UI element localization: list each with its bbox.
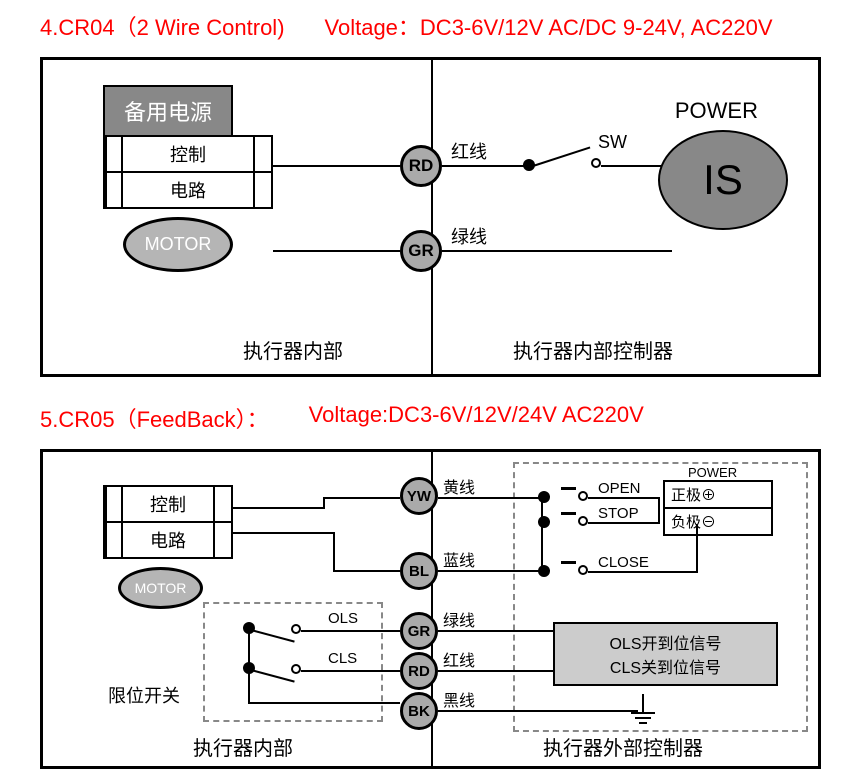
btn-stop-label: STOP — [598, 505, 639, 522]
ground-icon — [631, 694, 655, 724]
caption-left: 执行器内部 — [243, 335, 343, 364]
button-bar — [561, 561, 576, 564]
title-cr04: 4.CR04（2 Wire Control) — [40, 10, 285, 42]
caption-right: 执行器内部控制器 — [513, 335, 673, 364]
title-cr05: 5.CR05（FeedBack）： — [40, 402, 269, 434]
button-bar — [561, 487, 576, 490]
wire — [301, 670, 400, 672]
wire — [233, 507, 325, 509]
wire-label-red: 红线 — [451, 138, 487, 164]
btn-close-label: CLOSE — [598, 554, 649, 571]
caption-left: 执行器内部 — [193, 732, 293, 761]
wire — [333, 570, 400, 572]
motor-icon: MOTOR — [118, 567, 203, 609]
switch-contact — [591, 158, 601, 168]
wire-label-blue: 蓝线 — [443, 547, 475, 571]
sw-label: SW — [598, 132, 627, 153]
power-title: POWER — [688, 465, 737, 480]
terminal-yw: YW — [400, 477, 438, 515]
wire — [658, 497, 660, 524]
ctrl-label-2: 电路 — [123, 523, 213, 557]
limit-switch-label: 限位开关 — [108, 682, 180, 708]
ctrl-label-1: 控制 — [123, 137, 253, 171]
terminal-rd: RD — [400, 145, 442, 187]
switch-contact — [291, 664, 301, 674]
wire — [273, 250, 400, 252]
backup-power-box: 备用电源 — [103, 85, 233, 137]
voltage-cr05: Voltage:DC3-6V/12V/24V AC220V — [309, 402, 644, 434]
terminal-bl: BL — [400, 552, 438, 590]
wire-label-green: 绿线 — [443, 607, 475, 631]
control-circuit-box: 控制 电路 — [103, 135, 273, 209]
power-label: POWER — [675, 98, 758, 124]
wire — [588, 522, 658, 524]
wire — [323, 497, 400, 499]
dot — [538, 565, 550, 577]
dot — [538, 491, 550, 503]
pos-label: 正极⊕ — [671, 484, 716, 505]
diagram-cr04: 备用电源 控制 电路 MOTOR RD 红线 SW GR 绿线 POWER IS… — [40, 57, 821, 377]
power-is: IS — [658, 130, 788, 230]
caption-right: 执行器外部控制器 — [543, 732, 703, 761]
wire-label-yellow: 黄线 — [443, 474, 475, 498]
cls-signal: CLS关到位信号 — [567, 654, 764, 678]
button-open-icon — [578, 491, 588, 501]
motor-icon: MOTOR — [123, 217, 233, 272]
wire — [588, 571, 698, 573]
wire — [248, 632, 250, 704]
wire — [248, 702, 400, 704]
wire-label-black: 黑线 — [443, 687, 475, 711]
terminal-rd: RD — [400, 652, 438, 690]
terminal-gr: GR — [400, 230, 442, 272]
wire — [442, 165, 527, 167]
wire — [233, 532, 335, 534]
diagram-cr05: 控制 电路 MOTOR 限位开关 OLS CLS YW BL GR RD BK … — [40, 449, 821, 769]
motor-assembly: 控制 电路 MOTOR — [103, 487, 233, 609]
ctrl-label-1: 控制 — [123, 487, 213, 521]
wire-label-green: 绿线 — [451, 223, 487, 249]
wire-label-red: 红线 — [443, 647, 475, 671]
switch-sw — [533, 147, 591, 167]
neg-label: 负极⊖ — [671, 511, 716, 532]
motor-assembly: 备用电源 控制 电路 MOTOR — [103, 85, 273, 272]
power-polarity-box: 正极⊕ 负极⊖ — [663, 480, 773, 536]
ctrl-label-2: 电路 — [123, 173, 253, 207]
wire — [301, 630, 400, 632]
switch-contact — [291, 624, 301, 634]
dot — [538, 516, 550, 528]
voltage-cr04: Voltage：DC3-6V/12V AC/DC 9-24V, AC220V — [325, 10, 773, 42]
terminal-gr: GR — [400, 612, 438, 650]
wire — [601, 165, 666, 167]
wire — [273, 165, 400, 167]
button-bar — [561, 512, 576, 515]
ols-label: OLS — [328, 610, 358, 627]
ols-signal: OLS开到位信号 — [567, 630, 764, 654]
wire — [333, 532, 335, 572]
control-circuit-box: 控制 电路 — [103, 485, 233, 559]
cls-label: CLS — [328, 650, 357, 667]
header-cr04: 4.CR04（2 Wire Control) Voltage：DC3-6V/12… — [0, 0, 861, 52]
button-stop-icon — [578, 516, 588, 526]
terminal-bk: BK — [400, 692, 438, 730]
vertical-divider — [431, 60, 433, 374]
wire — [588, 497, 658, 499]
button-close-icon — [578, 565, 588, 575]
header-cr05: 5.CR05（FeedBack）： Voltage:DC3-6V/12V/24V… — [0, 392, 861, 444]
btn-open-label: OPEN — [598, 480, 641, 497]
signal-box: OLS开到位信号 CLS关到位信号 — [553, 622, 778, 686]
wire — [442, 250, 672, 252]
